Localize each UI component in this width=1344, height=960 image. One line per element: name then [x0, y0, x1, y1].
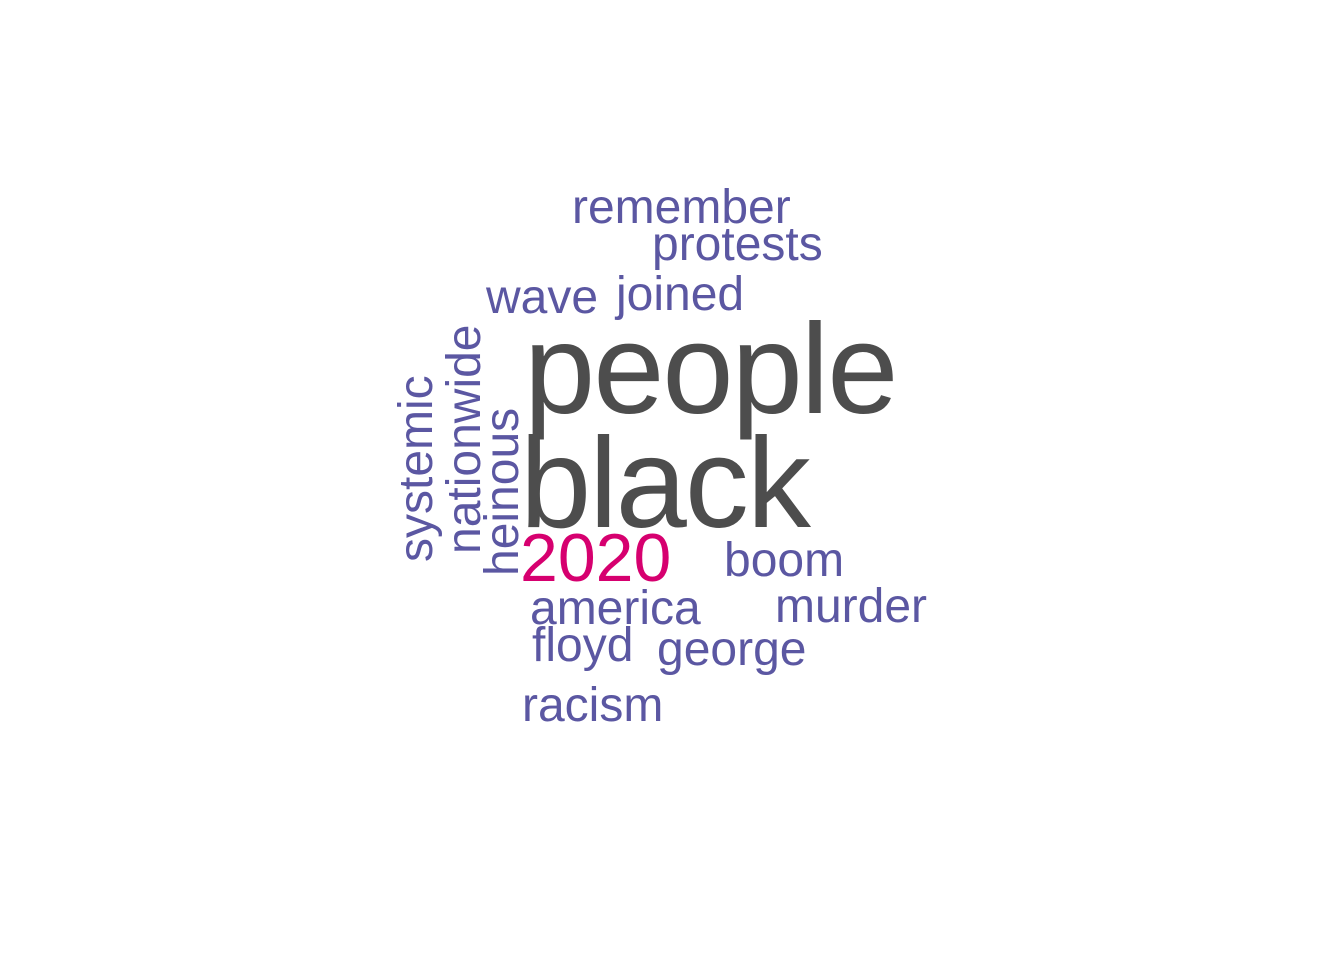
word-floyd: floyd — [532, 619, 634, 672]
word-black: black — [520, 412, 811, 555]
word-murder: murder — [775, 580, 928, 633]
word-joined: joined — [616, 268, 745, 321]
word-george: george — [657, 623, 807, 676]
word-remember: remember — [572, 181, 791, 234]
word-racism: racism — [522, 679, 664, 732]
word-boom: boom — [724, 534, 845, 587]
word-systemic: systemic — [390, 375, 443, 562]
word-people: people — [524, 298, 898, 441]
word-2020: 2020 — [520, 520, 672, 596]
word-america: america — [530, 582, 701, 635]
word-wave: wave — [486, 271, 599, 324]
word-protests: protests — [652, 218, 823, 271]
